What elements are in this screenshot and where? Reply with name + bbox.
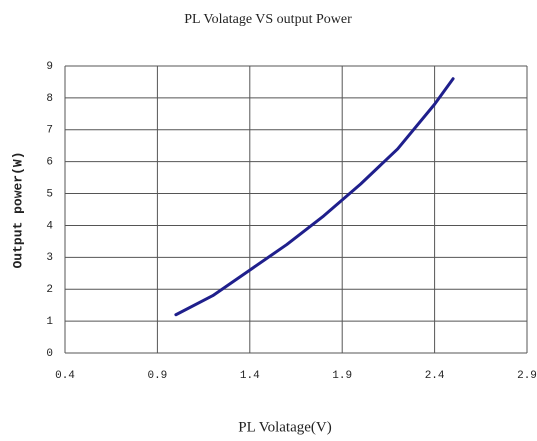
data-line (174, 77, 455, 317)
y-tick-label: 1 (46, 316, 53, 328)
x-tick-label: 2.4 (425, 370, 445, 382)
y-tick-label: 0 (46, 348, 53, 360)
y-tick-label: 5 (46, 188, 53, 200)
y-axis-label: Output power(W) (10, 151, 25, 268)
y-tick-label: 9 (46, 61, 53, 73)
y-tick-label: 6 (46, 157, 53, 169)
y-tick-label: 7 (46, 125, 53, 137)
chart-title: PL Volatage VS output Power (184, 12, 352, 27)
y-tick-label: 2 (46, 284, 53, 296)
x-tick-label: 0.4 (55, 370, 75, 382)
x-tick-label: 1.4 (240, 370, 260, 382)
y-tick-label: 3 (46, 252, 53, 264)
x-tick-label: 2.9 (517, 370, 537, 382)
x-axis-label: PL Volatage(V) (238, 419, 331, 435)
y-tick-label: 8 (46, 93, 53, 105)
x-tick-label: 0.9 (147, 370, 167, 382)
x-tick-label: 1.9 (332, 370, 352, 382)
y-tick-label: 4 (46, 220, 53, 232)
